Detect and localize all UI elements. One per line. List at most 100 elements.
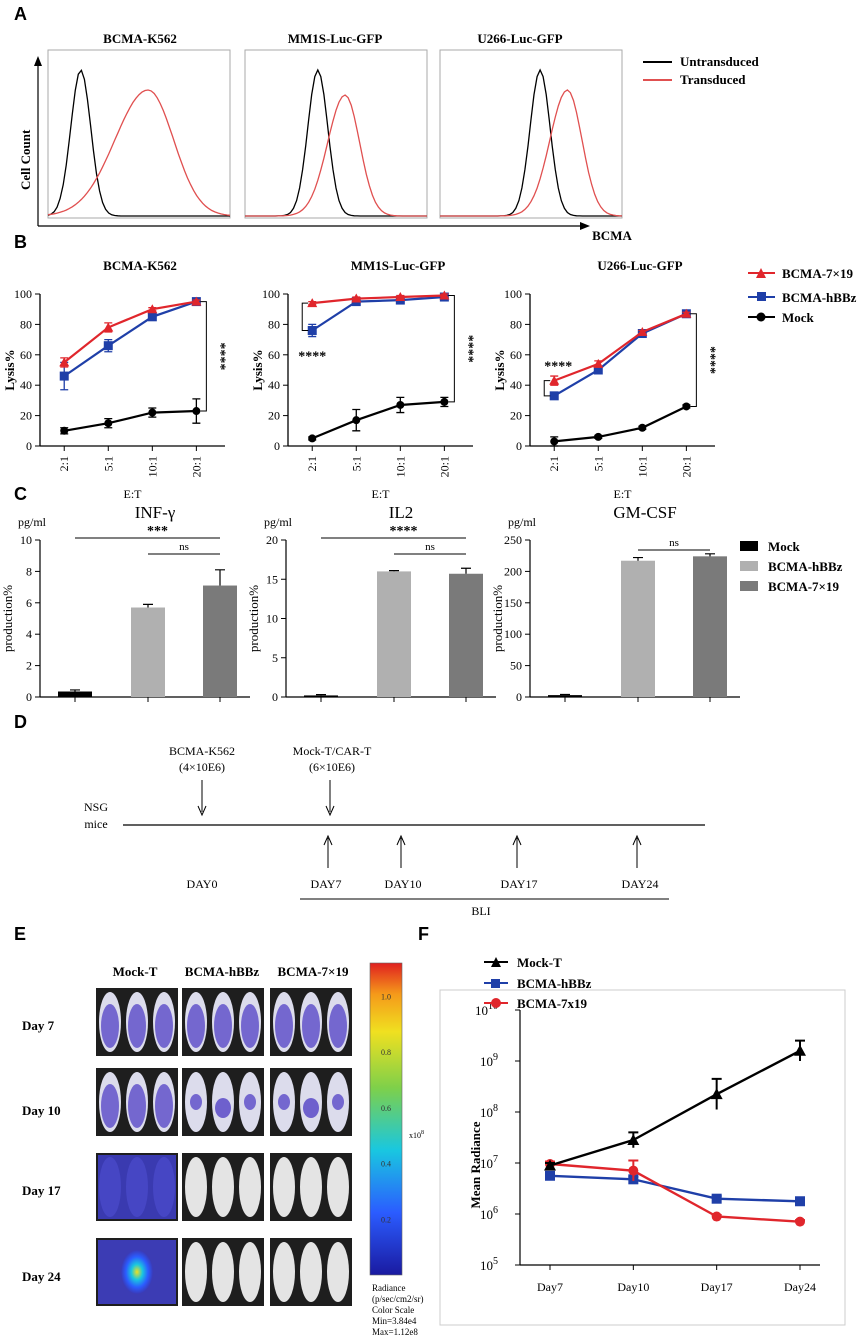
cytokine-chart-inf-gamma: INF-γ pg/ml 0 2 4 6 8 10 production% *** ns [0, 503, 250, 704]
x-tick-label: Day7 [537, 1280, 563, 1294]
point-hbbz [103, 341, 113, 351]
y-tick-label: 106 [480, 1205, 498, 1222]
y-axis-label: production% [0, 585, 15, 652]
mice-label-1: NSG [84, 800, 108, 814]
series-line-BCMA-7×19 [553, 312, 687, 382]
sig-bracket [448, 295, 455, 403]
colorbar-caption-4: Min=3.84e4 [372, 1316, 417, 1326]
mouse-body [300, 1157, 322, 1217]
point-mock [550, 437, 559, 446]
y-tick-label: 8 [26, 564, 32, 578]
down-arrow-icon [197, 780, 207, 817]
radiance-chart: 1051061071081091010Day7Day10Day17Day24 [475, 1001, 820, 1294]
mouse-body [273, 1242, 295, 1302]
hist-frame-3 [439, 49, 623, 219]
y-tick-label: 0 [272, 690, 278, 704]
x-tick-label: 10:1 [635, 456, 649, 477]
panel-b-lysis: BCMA-K562 MM1S-Luc-GFP U266-Luc-GFP 0 20 4… [2, 258, 857, 501]
sig-bracket-left [301, 302, 309, 331]
x-tick-label: 2:1 [57, 456, 71, 471]
x-tick-label: 10:1 [393, 456, 407, 477]
radiance-signal [101, 1004, 119, 1048]
mouse-body [327, 1242, 349, 1302]
hist-untransduced-curve-2 [245, 68, 427, 217]
radiance-signal [128, 1004, 146, 1048]
y-tick-label: 150 [504, 596, 522, 610]
sig-bracket-left [543, 380, 551, 397]
legend-f-mock-label: Mock-T [517, 955, 562, 970]
point-hbbz [545, 1170, 555, 1181]
mouse-body [126, 1157, 148, 1217]
unit-label: pg/ml [18, 515, 47, 529]
mouse-body [212, 1157, 234, 1217]
point-7x19 [593, 358, 604, 368]
y-tick-label: 0 [26, 439, 32, 453]
chart-title: GM-CSF [613, 503, 676, 522]
point-7x19 [439, 290, 450, 300]
up-arrow-icon [396, 834, 406, 868]
series-line-BCMA-7x19 [549, 1162, 801, 1223]
radiance-signal [278, 1094, 290, 1110]
y-tick-label: 40 [510, 378, 522, 392]
y-tick-label: 10 [266, 612, 278, 626]
y-tick-label: 100 [262, 287, 280, 301]
error-bar [389, 570, 399, 572]
x-tick-label: 5:1 [591, 456, 605, 471]
radiance-signal [190, 1094, 202, 1110]
colorbar-caption-2: (p/sec/cm2/sr) [372, 1294, 423, 1304]
colorbar-caption-1: Radiance [372, 1283, 405, 1293]
sig-bracket [690, 313, 697, 407]
y-axis-label: Lysis% [492, 349, 507, 390]
y-tick-label: 0 [274, 439, 280, 453]
y-tick-label: 15 [266, 572, 278, 586]
panel-d-timeline: BCMA-K562 (4×10E6) Mock-T/CAR-T (6×10E6)… [84, 744, 705, 918]
y-tick-label: 0 [516, 690, 522, 704]
hist-title-3: U266-Luc-GFP [477, 31, 562, 46]
point-mock [192, 407, 201, 416]
imaging-row-day7: Day 7 [22, 1018, 55, 1033]
colorbar-caption-3: Color Scale [372, 1305, 414, 1315]
legend-c-hbbz-label: BCMA-hBBz [768, 559, 843, 574]
legend-7x19-label: BCMA-7×19 [782, 266, 853, 281]
panel-letter-f: F [418, 924, 429, 944]
x-tick-label: 2:1 [305, 456, 319, 471]
y-tick-label: 10 [20, 533, 32, 547]
point-mock [440, 397, 449, 406]
y-tick-label: 100 [504, 287, 522, 301]
legend-f-mock-marker [491, 957, 501, 967]
radiance-frame [439, 989, 846, 1326]
imaging-row-day10: Day 10 [22, 1103, 61, 1118]
imaging-col-mock: Mock-T [113, 964, 158, 979]
point-mock-t [794, 1044, 806, 1056]
cytokine-chart-gm-csf: GM-CSF pg/ml 0 50 100 150 200 250 production% ns [490, 503, 740, 704]
series-line-Mock [311, 400, 445, 440]
series-line-BCMA-hBBz [549, 1174, 801, 1203]
legend-f-hbbz-marker [491, 979, 500, 988]
unit-label: pg/ml [508, 515, 537, 529]
mouse-body [239, 1157, 261, 1217]
bar-Mock [58, 691, 92, 697]
injection-cart-label: Mock-T/CAR-T [293, 744, 372, 758]
hist-title-2: MM1S-Luc-GFP [288, 31, 383, 46]
bar-BCMA-hBBz [377, 571, 411, 697]
y-tick-label: 0 [516, 439, 522, 453]
injection-k562-label: BCMA-K562 [169, 744, 235, 758]
legend-c-mock-swatch [740, 541, 758, 551]
colorbar-tick-label: 0.4 [381, 1160, 391, 1169]
x-tick-label: Day17 [701, 1280, 733, 1294]
y-tick-label: 250 [504, 533, 522, 547]
bar-BCMA-7×19 [693, 556, 727, 697]
point-7x19 [681, 308, 692, 318]
series-line-Mock [64, 409, 197, 432]
lysis-title-1: BCMA-K562 [103, 258, 177, 273]
radiance-y-label: Mean Radiance [468, 1121, 483, 1208]
bar-BCMA-7×19 [449, 573, 483, 697]
hist-frame-1 [47, 49, 231, 219]
up-arrow-icon [512, 834, 522, 868]
point-7x19 [628, 1165, 639, 1176]
series-line-Mock [554, 405, 687, 443]
colorbar [369, 962, 403, 1276]
sig-label: **** [702, 346, 717, 374]
y-tick-label: 20 [510, 409, 522, 423]
